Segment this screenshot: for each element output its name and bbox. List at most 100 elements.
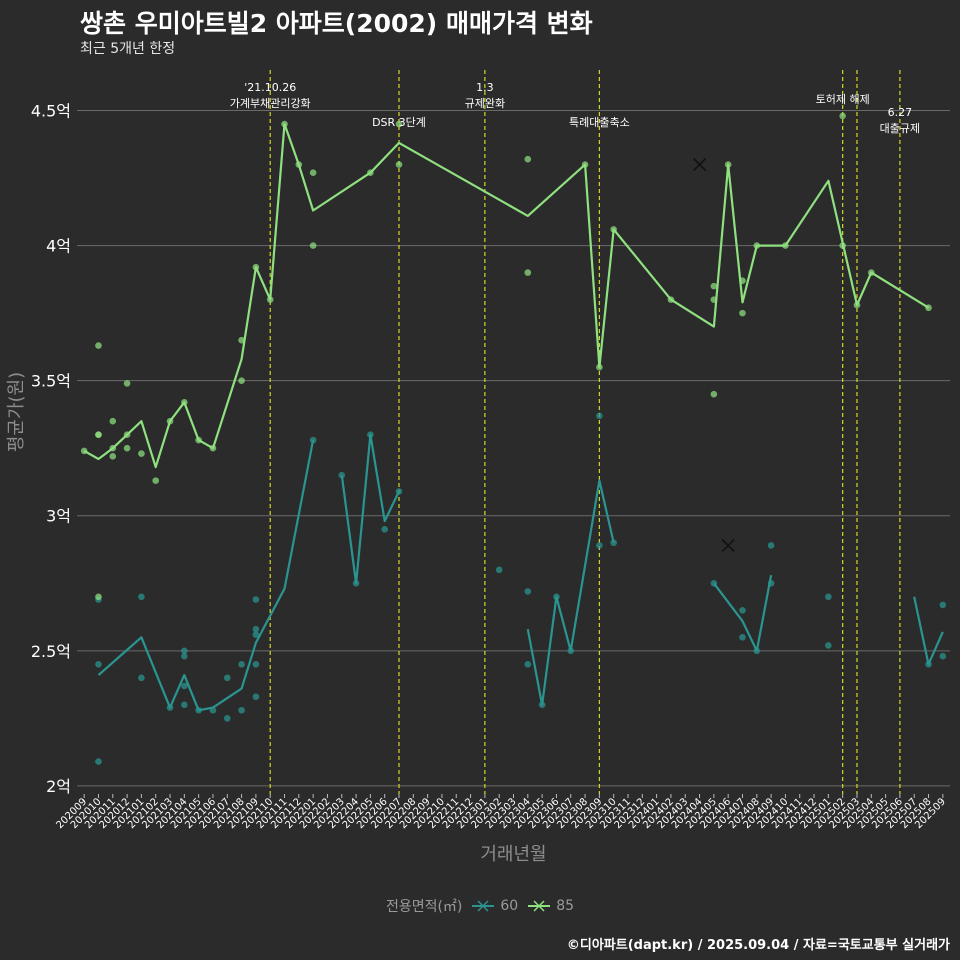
data-point-85 — [238, 336, 245, 344]
data-point-60 — [252, 596, 260, 603]
data-point-60 — [939, 601, 947, 609]
data-point-60 — [596, 542, 603, 549]
data-point-60 — [238, 706, 245, 714]
data-point-85 — [166, 417, 174, 425]
series-line-60 — [97, 439, 315, 712]
data-point-85 — [266, 296, 274, 303]
data-point-85 — [195, 436, 202, 444]
data-point-85 — [281, 120, 288, 128]
y-tick-label: 4억 — [46, 237, 71, 256]
data-point-60 — [495, 566, 503, 574]
data-point-85 — [95, 593, 102, 601]
data-point-85 — [252, 263, 260, 271]
data-point-60 — [524, 661, 532, 668]
legend-key-85-icon — [528, 900, 551, 912]
event-label: 1.3 — [476, 81, 494, 94]
data-point-85 — [581, 161, 589, 168]
data-point-60 — [925, 661, 932, 668]
data-point-85 — [782, 242, 789, 249]
y-tick-label: 2억 — [46, 777, 71, 796]
legend-item-85: 85 — [526, 898, 574, 914]
data-point-60 — [166, 704, 174, 711]
data-point-85 — [123, 380, 131, 387]
event-label: '21.10.26 — [244, 81, 296, 94]
data-point-60 — [381, 525, 388, 533]
data-point-60 — [767, 542, 775, 549]
data-point-60 — [610, 539, 617, 547]
data-point-60 — [195, 706, 202, 714]
data-point-60 — [524, 588, 532, 595]
source-caption: ©디아파트(dapt.kr) / 2025.09.04 / 자료=국토교통부 실… — [566, 938, 950, 953]
event-label: 토허제 해제 — [816, 92, 870, 106]
legend: 전용면적(㎡) 60 85 — [0, 896, 960, 916]
data-point-85 — [524, 269, 532, 276]
data-point-60 — [181, 647, 188, 655]
data-point-60 — [395, 488, 403, 495]
chart-subtitle: 최근 5개년 한정 — [80, 41, 176, 57]
data-point-85 — [710, 282, 718, 290]
data-point-85 — [524, 155, 532, 163]
data-point-85 — [181, 398, 188, 406]
data-point-85 — [739, 277, 746, 285]
event-label: 가계부채관리강화 — [230, 97, 311, 110]
data-point-60 — [252, 693, 260, 701]
data-point-85 — [109, 444, 117, 452]
data-point-60 — [367, 431, 374, 439]
y-tick-label: 4.5억 — [31, 102, 71, 121]
data-point-85 — [95, 431, 102, 439]
data-point-85 — [109, 417, 117, 425]
data-point-85 — [710, 390, 718, 398]
event-label: 특례대출축소 — [569, 116, 630, 129]
data-point-85 — [367, 169, 374, 176]
data-point-60 — [181, 652, 188, 660]
axes: 2억2.5억3억3.5억4억4.5억2020092020102020112020… — [6, 102, 948, 865]
series-line-60 — [526, 479, 615, 707]
data-point-60 — [596, 412, 603, 420]
legend-label-60: 60 — [500, 898, 519, 914]
data-point-85 — [853, 301, 861, 309]
data-point-60 — [825, 593, 832, 601]
data-point-60 — [739, 606, 746, 614]
grid-lines — [77, 110, 950, 787]
data-point-60 — [223, 715, 231, 722]
data-point-85 — [152, 477, 160, 484]
data-point-85 — [123, 444, 131, 452]
data-point-60 — [739, 634, 746, 641]
legend-item-60: 60 — [470, 898, 518, 914]
data-point-60 — [939, 652, 947, 660]
data-point-85 — [667, 296, 675, 303]
data-point-60 — [252, 631, 260, 638]
series-line-60 — [713, 574, 773, 652]
data-point-60 — [181, 682, 188, 690]
data-point-60 — [567, 647, 575, 655]
chart-title: 쌍촌 우미아트빌2 아파트(2002) 매매가격 변화 — [80, 9, 593, 38]
data-point-60 — [553, 593, 560, 601]
y-tick-label: 2.5억 — [31, 642, 71, 661]
cancelled-mark-85 — [692, 157, 707, 172]
data-point-85 — [295, 161, 303, 168]
data-point-85 — [925, 304, 932, 312]
event-label: 대출규제 — [880, 122, 920, 135]
event-label: 규제완화 — [465, 97, 505, 110]
series-line-60 — [340, 433, 400, 585]
data-point-60 — [767, 579, 775, 587]
event-label: DSR 3단계 — [372, 116, 426, 129]
data-point-60 — [223, 674, 231, 682]
data-point-60 — [309, 436, 317, 444]
data-point-85 — [610, 226, 617, 233]
data-point-85 — [209, 444, 217, 452]
data-point-85 — [238, 377, 245, 384]
data-point-85 — [739, 309, 746, 317]
data-point-60 — [252, 661, 260, 668]
series-line-60 — [913, 596, 944, 666]
x-axis-title: 거래년월 — [480, 844, 546, 865]
event-label: 6.27 — [888, 106, 913, 119]
data-point-60 — [252, 625, 260, 633]
data-point-85 — [95, 342, 102, 349]
data-marks — [80, 112, 947, 765]
data-point-85 — [109, 453, 117, 460]
data-point-60 — [138, 674, 145, 682]
cancelled-mark-60 — [721, 538, 735, 553]
